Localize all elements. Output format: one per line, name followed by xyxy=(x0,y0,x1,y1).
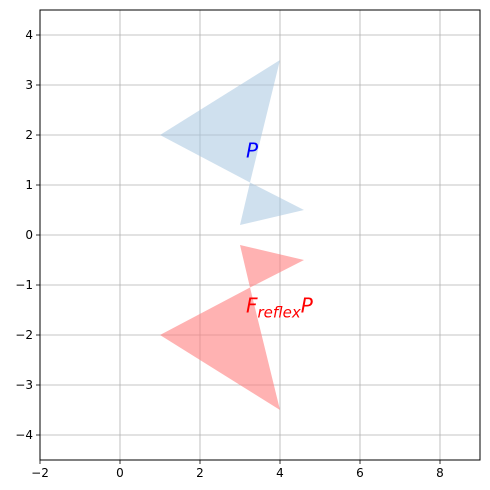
label-part: reflex xyxy=(258,304,301,322)
y-tick-label: −2 xyxy=(15,328,33,342)
x-tick-label: 0 xyxy=(116,466,124,480)
y-tick-label: 4 xyxy=(25,28,33,42)
y-tick-label: −1 xyxy=(15,278,33,292)
x-tick-label: 6 xyxy=(356,466,364,480)
shape-1-polygon xyxy=(160,60,304,225)
y-tick-label: 0 xyxy=(25,228,33,242)
shape-2-polygon xyxy=(160,245,304,410)
y-tick-label: −4 xyxy=(15,428,33,442)
y-tick-label: 1 xyxy=(25,178,33,192)
shapes xyxy=(160,60,304,410)
x-tick-label: 8 xyxy=(436,466,444,480)
x-tick-label: 4 xyxy=(276,466,284,480)
y-tick-label: −3 xyxy=(15,378,33,392)
label-part: F xyxy=(246,294,258,318)
y-tick-label: 2 xyxy=(25,128,33,142)
shape-1-label: P xyxy=(246,139,259,163)
ticks: −2 0 2 4 6 8 −4 −3 −2 −1 0 1 2 3 4 xyxy=(15,28,444,480)
x-tick-label: −2 xyxy=(31,466,49,480)
shape-2-label: FreflexP xyxy=(246,294,314,322)
x-tick-label: 2 xyxy=(196,466,204,480)
label-part: P xyxy=(301,294,314,318)
y-tick-label: 3 xyxy=(25,78,33,92)
